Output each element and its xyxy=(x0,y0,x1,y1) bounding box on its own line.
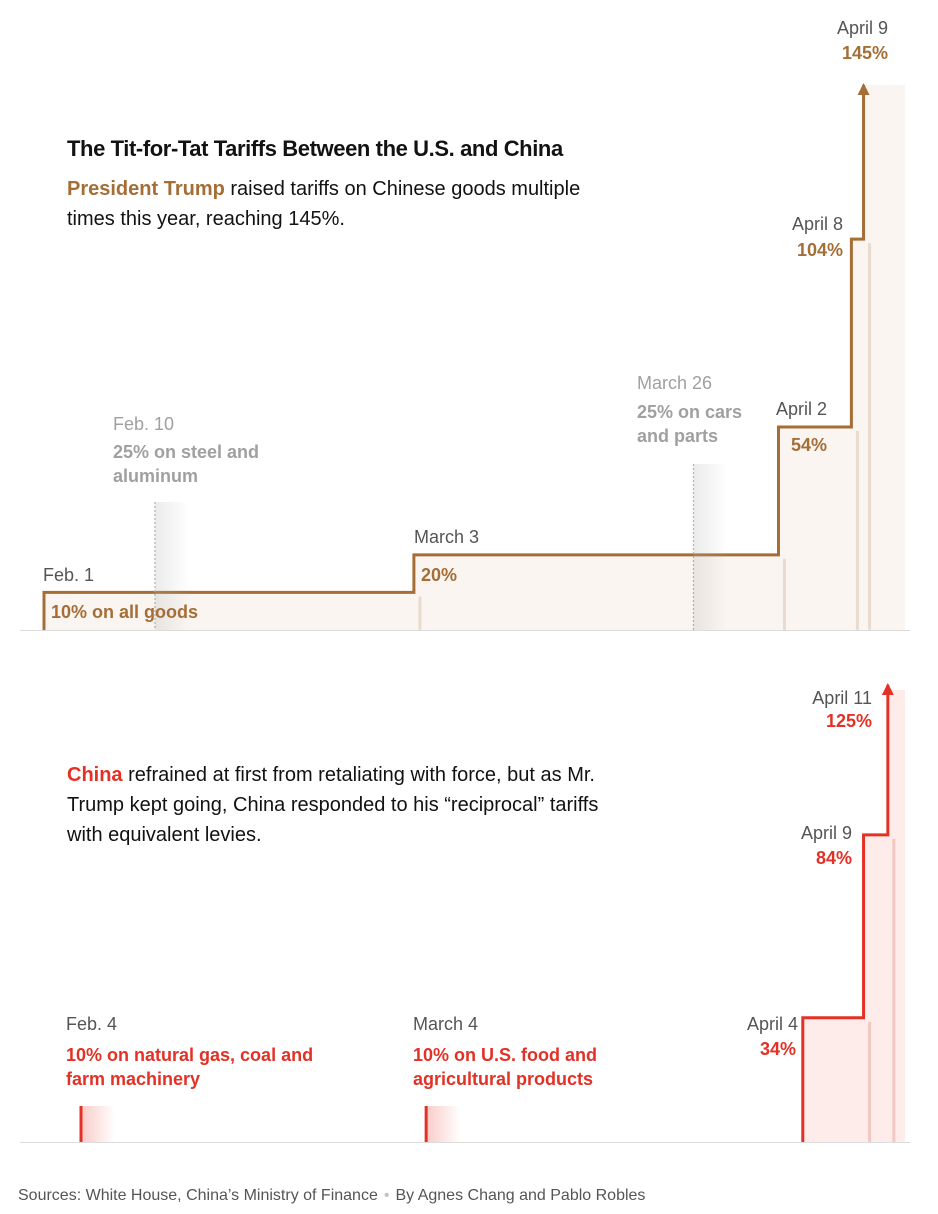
us-step-value: 145% xyxy=(842,41,888,65)
us-step-date: Feb. 1 xyxy=(43,563,94,587)
other-event-label: 25% on cars and parts xyxy=(637,400,767,448)
footer-byline: By Agnes Chang and Pablo Robles xyxy=(395,1187,645,1204)
china-final-band xyxy=(888,690,905,1142)
footer-separator: • xyxy=(384,1187,390,1204)
us-step-value: 104% xyxy=(797,238,843,262)
us-subtitle: President Trump raised tariffs on Chines… xyxy=(67,174,587,234)
china-event-label: 10% on natural gas, coal and farm machin… xyxy=(66,1043,316,1091)
china-arrowhead xyxy=(882,683,894,695)
china-event-date: Feb. 4 xyxy=(66,1012,117,1036)
other-event-date: March 26 xyxy=(637,371,712,395)
china-event-date: March 4 xyxy=(413,1012,478,1036)
china-step-date: April 4 xyxy=(747,1012,798,1036)
china-step-value: 84% xyxy=(816,846,852,870)
us-step-date: April 8 xyxy=(792,212,843,236)
us-step-date: April 9 xyxy=(837,16,888,40)
us-subtitle-lead: President Trump xyxy=(67,178,225,200)
footer-sources: Sources: White House, China’s Ministry o… xyxy=(18,1187,378,1204)
china-step-date: April 9 xyxy=(801,821,852,845)
chart-title: The Tit-for-Tat Tariffs Between the U.S.… xyxy=(67,136,563,162)
other-event-date: Feb. 10 xyxy=(113,412,174,436)
china-subtitle: China refrained at first from retaliatin… xyxy=(67,760,607,850)
china-area xyxy=(803,685,888,1142)
event-shade xyxy=(426,1106,460,1142)
china-event-label: 10% on U.S. food and agricultural produc… xyxy=(413,1043,643,1091)
other-event-label: 25% on steel and aluminum xyxy=(113,440,263,488)
china-subtitle-lead: China xyxy=(67,764,123,786)
china-step-date: April 11 xyxy=(812,686,872,710)
us-step-value: 54% xyxy=(791,433,827,457)
china-step-value: 125% xyxy=(826,709,872,733)
us-step-value: 10% on all goods xyxy=(51,600,198,624)
event-shade xyxy=(81,1106,115,1142)
us-step-date: April 2 xyxy=(776,397,827,421)
china-step-value: 34% xyxy=(760,1037,796,1061)
us-step-date: March 3 xyxy=(414,525,479,549)
china-subtitle-text: refrained at first from retaliating with… xyxy=(67,764,598,846)
event-shade xyxy=(693,464,727,630)
us-step-value: 20% xyxy=(421,563,457,587)
footer: Sources: White House, China’s Ministry o… xyxy=(18,1187,645,1205)
